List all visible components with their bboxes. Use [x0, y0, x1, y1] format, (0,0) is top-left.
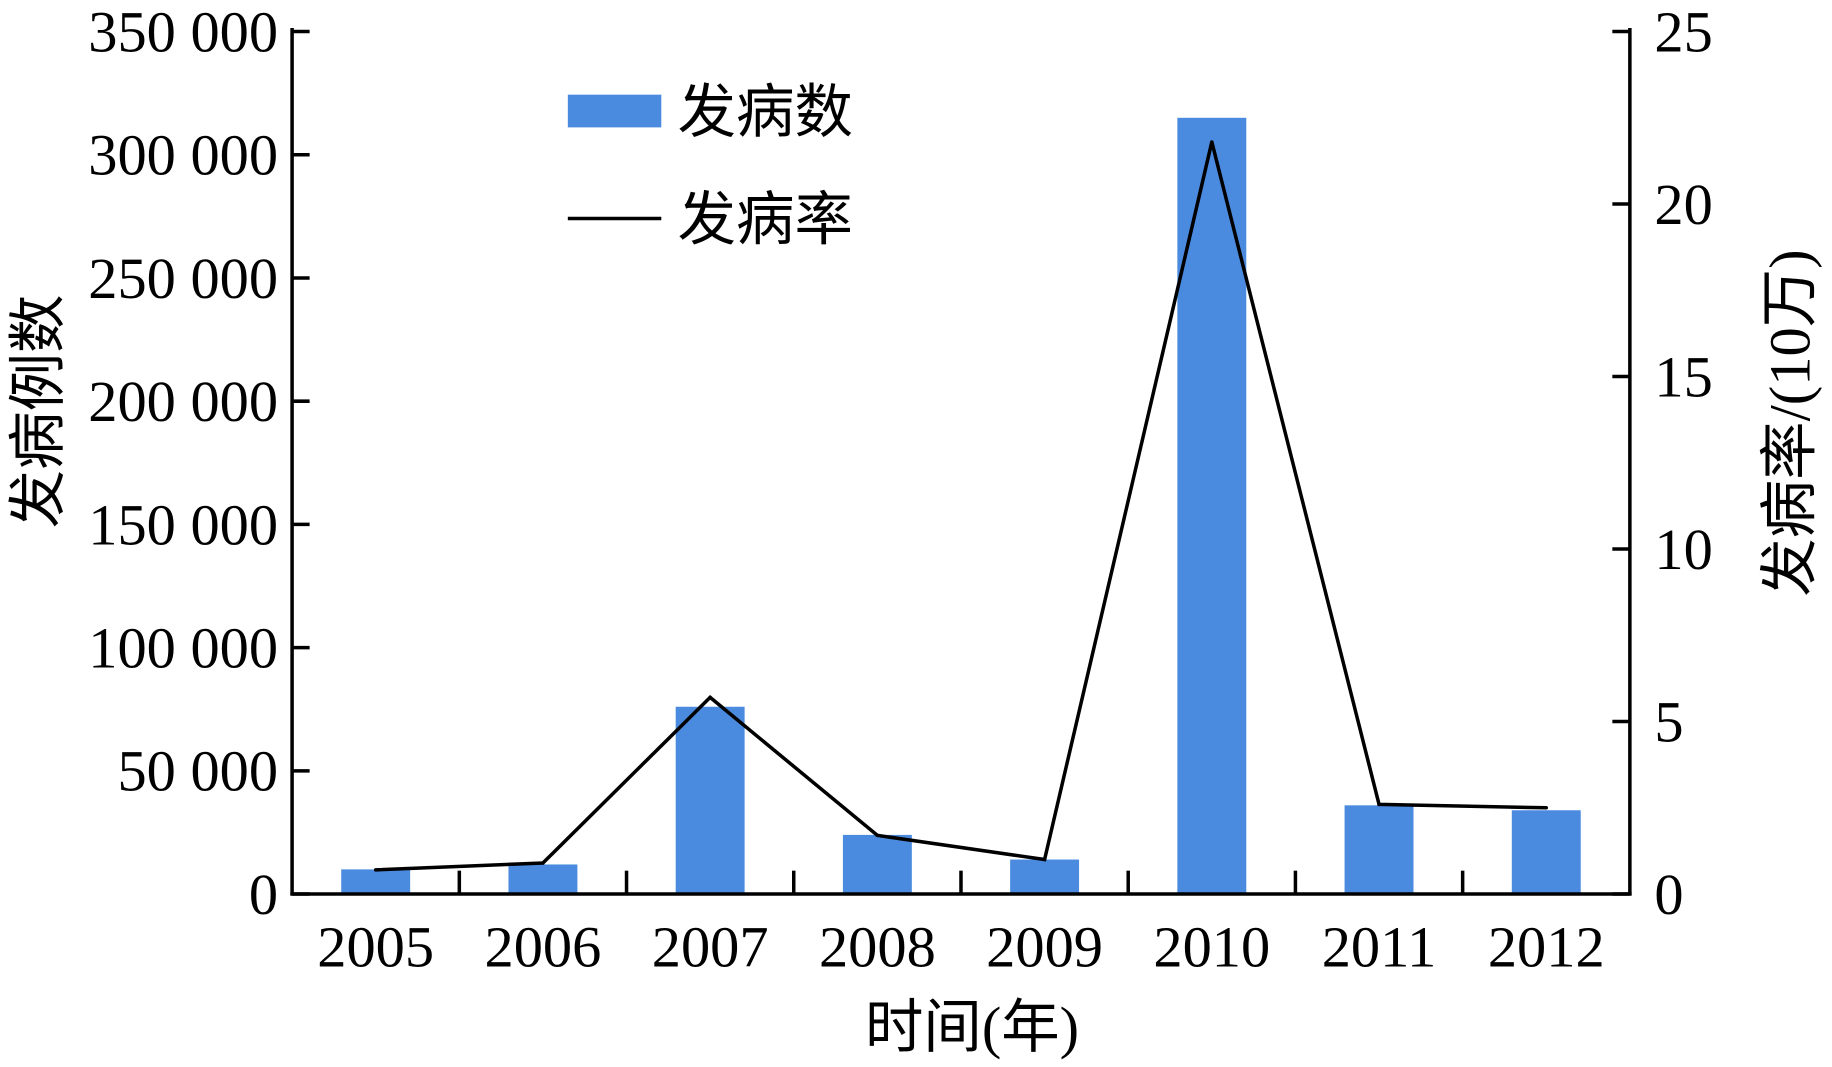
left-tick-label: 100 000: [88, 615, 278, 680]
right-tick-label: 25: [1654, 0, 1712, 64]
x-tick-label-2006: 2006: [485, 914, 602, 979]
bar-2007: [675, 706, 745, 895]
x-tick-label-2009: 2009: [986, 914, 1103, 979]
left-tick-label: 0: [249, 862, 278, 927]
bar-2006: [508, 864, 578, 895]
rate-point-2008: [875, 833, 880, 838]
bar-2012: [1511, 810, 1581, 895]
axes: [290, 28, 1632, 896]
right-tick-label: 15: [1654, 344, 1712, 409]
bar-2009: [1010, 859, 1080, 895]
right-tick-label: 20: [1654, 172, 1712, 237]
bar-2011: [1344, 805, 1414, 895]
legend-swatch-cases: [567, 94, 662, 128]
x-axis-label: 时间(年): [865, 995, 1079, 1060]
right-y-axis-label: 发病率/(10万): [1757, 249, 1822, 596]
right-tick-label: 10: [1654, 517, 1712, 582]
bar-2005: [341, 869, 411, 895]
x-tick-label-2005: 2005: [317, 914, 434, 979]
left-tick-label: 250 000: [88, 246, 278, 311]
rate-point-2005: [373, 868, 378, 872]
rate-point-2011: [1377, 802, 1381, 807]
x-tick-label-2010: 2010: [1153, 914, 1270, 979]
left-tick-label: 150 000: [88, 492, 278, 557]
legend: 发病数 发病率: [567, 80, 853, 253]
x-tick-label-2008: 2008: [819, 914, 936, 979]
legend-label-cases: 发病数: [678, 80, 853, 145]
rate-point-2009: [1042, 857, 1047, 862]
rate-point-2007: [708, 695, 712, 700]
rate-point-2012: [1544, 806, 1549, 810]
x-tick-label-2011: 2011: [1322, 914, 1437, 979]
bar-series-cases: [341, 117, 1581, 895]
legend-label-rate: 发病率: [678, 188, 853, 253]
left-tick-label: 300 000: [88, 123, 278, 188]
rate-point-2010: [1210, 140, 1214, 144]
bar-2008: [842, 834, 912, 895]
line-series-rate: [373, 140, 1549, 872]
x-ticks: 2005 2006 2007 2008 2009 2010 2011 2012: [317, 870, 1605, 979]
x-tick-label-2012: 2012: [1488, 914, 1605, 979]
left-tick-label: 200 000: [88, 369, 278, 434]
left-tick-label: 350 000: [88, 0, 278, 64]
rate-line: [375, 141, 1547, 872]
left-y-axis-label: 发病例数: [6, 295, 71, 529]
rate-point-2006: [541, 861, 545, 865]
x-tick-label-2007: 2007: [652, 914, 769, 979]
left-tick-label: 50 000: [117, 739, 278, 804]
right-tick-label: 5: [1654, 689, 1683, 754]
left-y-ticks: 0 50 000 100 000 150 000 200 000 250 000 300 0…: [88, 0, 310, 927]
right-tick-label: 0: [1654, 862, 1683, 927]
right-y-ticks: 0 5 10 15 20 25: [1612, 0, 1713, 927]
